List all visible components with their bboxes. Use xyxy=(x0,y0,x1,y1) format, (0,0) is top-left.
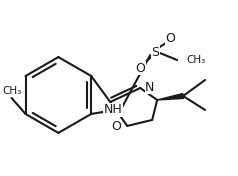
Text: O: O xyxy=(111,120,121,133)
Text: O: O xyxy=(135,62,145,75)
Polygon shape xyxy=(157,93,183,100)
Text: N: N xyxy=(145,80,154,93)
Text: CH₃: CH₃ xyxy=(186,55,205,65)
Text: S: S xyxy=(151,46,159,59)
Text: CH₃: CH₃ xyxy=(2,86,21,96)
Text: O: O xyxy=(165,32,175,45)
Text: NH: NH xyxy=(104,103,123,117)
